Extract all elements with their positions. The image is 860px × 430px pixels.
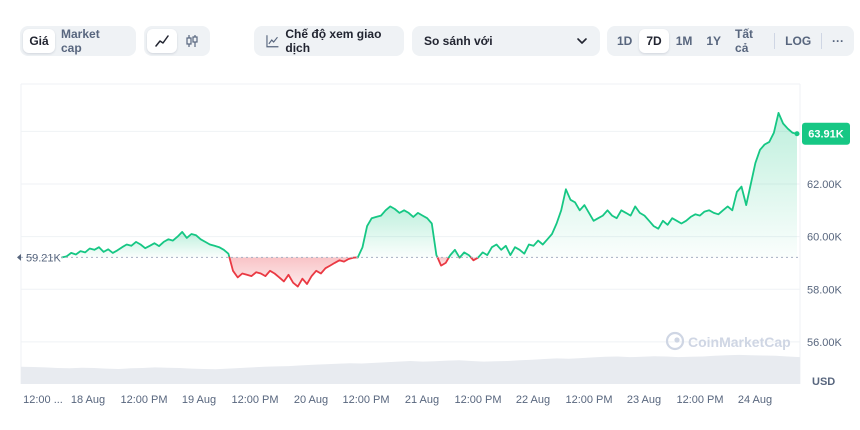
x-tick-label: 12:00 PM [342,394,389,406]
trading-view-button[interactable]: Chế độ xem giao dịch [254,26,404,56]
tab-market-cap[interactable]: Market cap [61,27,100,55]
baseline-marker [17,253,21,261]
compare-select[interactable]: So sánh với [412,26,600,56]
current-price-label: 63.91K [808,129,844,141]
area-above-baseline [62,231,230,258]
x-tick-label: 18 Aug [71,394,105,406]
chart-type-toggle [144,26,210,56]
x-tick-label: 12:00 PM [454,394,501,406]
volume-bars [21,354,800,384]
x-tick-label: 12:00 PM [231,394,278,406]
range-divider [821,33,822,49]
area-above-baseline [357,206,438,258]
price-line [61,112,800,288]
baseline-label: 59.21K [26,252,62,264]
more-options-button[interactable]: ··· [832,34,844,48]
line-segment-up [477,112,798,259]
area-above-baseline [478,112,797,258]
y-tick-label: 60.00K [807,232,843,244]
range-1d[interactable]: 1D [617,34,633,48]
chevron-down-icon [577,38,587,44]
x-tick-label: 21 Aug [405,394,439,406]
y-tick-label: 58.00K [807,284,843,296]
view-toggle: Giá Market cap [20,26,136,56]
current-price-dot [794,131,800,137]
candlestick-icon [186,35,198,47]
price-area [62,112,797,287]
range-divider [774,33,776,49]
line-segment-up [458,251,472,259]
line-segment-up [448,248,461,259]
y-tick-label: 56.00K [807,337,843,349]
candlestick-button[interactable] [177,29,207,53]
y-tick-label: 62.00K [807,179,843,191]
watermark: CoinMarketCap [665,331,791,351]
line-segment-down [228,256,359,288]
line-segment-up [356,205,439,259]
range-all[interactable]: Tất cả [735,27,754,55]
compare-placeholder: So sánh với [424,34,493,48]
chart-toolbar: Giá Market cap Chế độ xem giao dịch So s… [20,26,854,56]
x-tick-label: 23 Aug [627,394,661,406]
x-tick-label: 20 Aug [294,394,328,406]
line-chart-icon [155,35,169,47]
range-toggle: 1D 7D 1M 1Y Tất cả LOG ··· [607,26,854,56]
current-price-badge [802,122,850,145]
tab-price[interactable]: Giá [23,29,55,53]
volume-area [21,354,800,384]
line-segment-up [61,231,231,259]
range-7d[interactable]: 7D [639,29,669,53]
line-chart-button[interactable] [147,29,177,53]
x-tick-label: 12:00 PM [120,394,167,406]
area-above-baseline [448,249,460,258]
x-tick-label: 24 Aug [738,394,772,406]
area-below-baseline [229,257,358,287]
range-1y[interactable]: 1Y [706,34,722,48]
watermark-text: CoinMarketCap [688,334,791,350]
trading-view-icon [266,35,279,48]
x-tick-label: 12:00 ... [23,394,63,406]
range-1m[interactable]: 1M [675,34,693,48]
log-scale-button[interactable]: LOG [785,34,812,48]
x-tick-label: 19 Aug [182,394,216,406]
trading-view-label: Chế độ xem giao dịch [285,27,382,55]
x-tick-label: 22 Aug [516,394,550,406]
x-tick-label: 12:00 PM [565,394,612,406]
x-tick-label: 12:00 PM [676,394,723,406]
currency-label: USD [812,376,835,388]
axes: 59.21K64.00K62.00K60.00K58.00K56.00KUSD6… [17,122,850,406]
area-above-baseline [459,252,471,258]
line-segment-down [436,256,450,267]
